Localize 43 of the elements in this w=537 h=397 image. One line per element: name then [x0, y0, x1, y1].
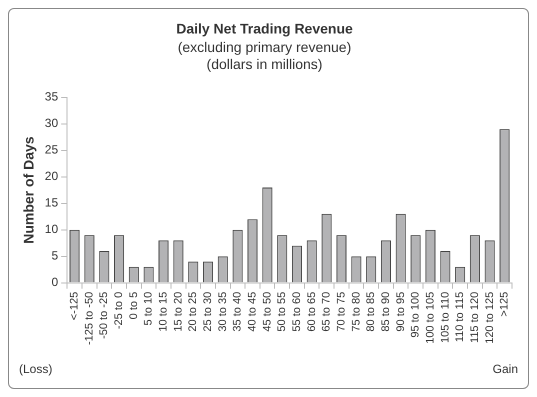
- y-axis-title: Number of Days: [20, 136, 36, 244]
- x-tick-label: 110 to 115: [454, 292, 466, 342]
- x-tick-label: 65 to 70: [320, 292, 333, 332]
- x-tick-label: 10 to 15: [158, 292, 170, 332]
- x-tick-label: -125 to -50: [83, 292, 96, 345]
- x-tick-label: 30 to 35: [216, 292, 229, 332]
- x-tick-label: 75 to 80: [350, 292, 362, 332]
- x-tick-label: 50 to 55: [276, 292, 288, 332]
- x-tick-label: 60 to 65: [306, 292, 318, 332]
- x-tick-label: 35 to 40: [232, 292, 244, 332]
- x-tick-label: 115 to 120: [468, 292, 481, 343]
- y-tick-label: 20: [44, 169, 58, 184]
- x-tick-label: 15 to 20: [172, 292, 184, 332]
- x-tick-label: 45 to 50: [261, 292, 274, 332]
- y-tick-label: 30: [44, 116, 58, 130]
- x-tick-label: 95 to 100: [410, 292, 422, 338]
- x-tick-label: 70 to 75: [336, 292, 348, 332]
- x-tick-label: >125: [498, 292, 511, 317]
- x-tick-label: 90 to 95: [394, 292, 407, 332]
- x-tick-label: -25 to 0: [113, 292, 126, 330]
- y-tick-label: 10: [44, 222, 58, 236]
- chart-title: Daily Net Trading Revenue: [176, 20, 354, 36]
- y-tick-label: 25: [44, 142, 58, 157]
- y-tick-label: 35: [44, 90, 58, 104]
- x-tick-label: -50 to -25: [98, 292, 110, 339]
- x-tick-label: 20 to 25: [187, 292, 200, 332]
- y-tick-label: 0: [51, 275, 58, 290]
- x-tick-label: 5 to 10: [142, 292, 155, 326]
- x-tick-label: 120 to 125: [484, 292, 496, 344]
- x-tick-label: 80 to 85: [365, 292, 378, 332]
- x-tick-label: 0 to 5: [128, 292, 140, 320]
- chart-subtitle: (excluding primary revenue) (dollars in millions): [178, 39, 352, 72]
- y-tick-label: 5: [51, 248, 58, 263]
- text: Gain: [492, 362, 518, 376]
- x-tick-label: 55 to 60: [291, 292, 304, 332]
- x-tick-label: 85 to 90: [380, 292, 392, 332]
- x-tick-label: 25 to 30: [202, 292, 214, 332]
- text: (Loss): [19, 362, 52, 376]
- x-tick-label: 105 to 110: [439, 292, 452, 343]
- x-tick-label: <-125: [68, 292, 81, 320]
- x-tick-label: 100 to 105: [424, 292, 436, 344]
- x-tick-label: 40 to 45: [246, 292, 259, 332]
- y-tick-label: 15: [44, 196, 58, 210]
